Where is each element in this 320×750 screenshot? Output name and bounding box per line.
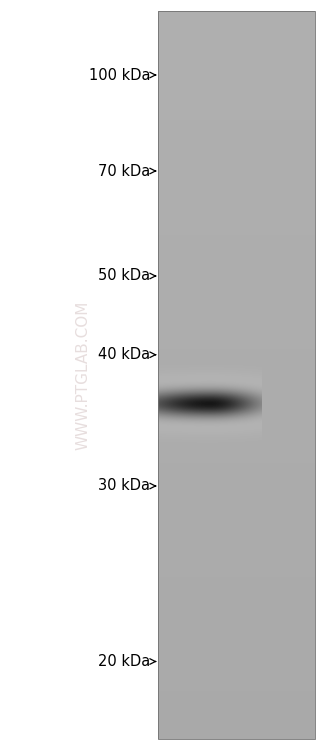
Text: WWW.PTGLAB.COM: WWW.PTGLAB.COM — [76, 300, 91, 450]
Text: 20 kDa: 20 kDa — [98, 654, 150, 669]
Text: 30 kDa: 30 kDa — [98, 478, 150, 494]
Text: 40 kDa: 40 kDa — [98, 347, 150, 362]
Text: 100 kDa: 100 kDa — [89, 68, 150, 82]
Bar — [158, 11, 315, 739]
Text: 50 kDa: 50 kDa — [98, 268, 150, 284]
Text: 70 kDa: 70 kDa — [98, 164, 150, 178]
